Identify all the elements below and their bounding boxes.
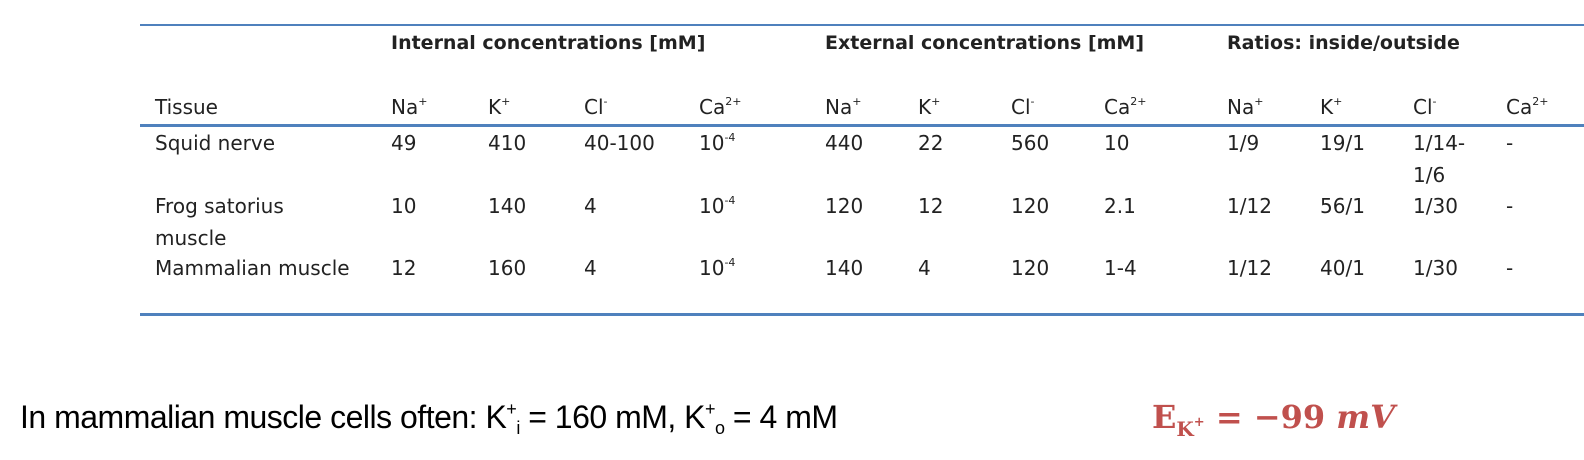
mammalian-potassium-note: In mammalian muscle cells often: K+i = 1… [20,399,838,438]
column-header-internal-ca: Ca2+ [699,95,742,119]
cell-internal-ca: 10-4 [699,256,736,280]
cell-ratio-ca: - [1506,194,1514,218]
cell-internal-ca: 10-4 [699,194,736,218]
cell-internal-k: 140 [488,194,527,218]
column-header-internal-k: K+ [488,95,511,119]
cell-external-cl: 120 [1011,194,1050,218]
cell-tissue: Mammalian muscle [155,256,350,280]
cell-ratio-cl: 1/30 [1413,194,1458,218]
column-header-external-k: K+ [918,95,941,119]
cell-ratio-cl-continued: 1/6 [1413,163,1446,187]
cell-external-k: 12 [918,194,944,218]
nernst-potential-equation: EK+ = −99 mV [1152,398,1395,441]
column-header-external-ca: Ca2+ [1104,95,1147,119]
group-header-ratios: Ratios: inside/outside [1227,32,1460,54]
cell-internal-cl: 4 [584,194,597,218]
column-header-ratio-na: Na+ [1227,95,1264,119]
cell-ratio-na: 1/12 [1227,194,1272,218]
cell-external-k: 22 [918,131,944,155]
cell-ratio-ca: - [1506,256,1514,280]
cell-external-na: 140 [825,256,864,280]
group-header-internal: Internal concentrations [mM] [391,32,706,54]
table-header-rule [140,124,1584,127]
cell-ratio-na: 1/12 [1227,256,1272,280]
cell-ratio-ca: - [1506,131,1514,155]
cell-tissue: Squid nerve [155,131,276,155]
cell-external-na: 440 [825,131,864,155]
cell-tissue: Frog satorius [155,194,284,218]
cell-internal-ca: 10-4 [699,131,736,155]
cell-internal-na: 12 [391,256,417,280]
cell-external-k: 4 [918,256,931,280]
cell-ratio-cl: 1/14- [1413,131,1466,155]
cell-ratio-k: 40/1 [1320,256,1365,280]
cell-external-na: 120 [825,194,864,218]
column-header-ratio-k: K+ [1320,95,1343,119]
column-header-ratio-cl: Cl- [1413,95,1437,119]
group-header-external: External concentrations [mM] [825,32,1145,54]
column-header-external-cl: Cl- [1011,95,1035,119]
column-header-internal-cl: Cl- [584,95,608,119]
cell-ratio-na: 1/9 [1227,131,1260,155]
column-header-tissue: Tissue [155,95,218,119]
cell-ratio-k: 19/1 [1320,131,1365,155]
table-top-rule [140,24,1584,26]
cell-internal-cl: 40-100 [584,131,655,155]
cell-external-ca: 10 [1104,131,1130,155]
cell-external-ca: 1-4 [1104,256,1137,280]
cell-internal-na: 49 [391,131,417,155]
cell-internal-na: 10 [391,194,417,218]
cell-internal-k: 160 [488,256,527,280]
column-header-internal-na: Na+ [391,95,428,119]
cell-ratio-cl: 1/30 [1413,256,1458,280]
cell-tissue-continued: muscle [155,226,227,250]
cell-external-ca: 2.1 [1104,194,1136,218]
cell-internal-k: 410 [488,131,527,155]
cell-ratio-k: 56/1 [1320,194,1365,218]
cell-external-cl: 120 [1011,256,1050,280]
cell-internal-cl: 4 [584,256,597,280]
column-header-ratio-ca: Ca2+ [1506,95,1549,119]
cell-external-cl: 560 [1011,131,1050,155]
table-bottom-rule [140,313,1584,316]
column-header-external-na: Na+ [825,95,862,119]
